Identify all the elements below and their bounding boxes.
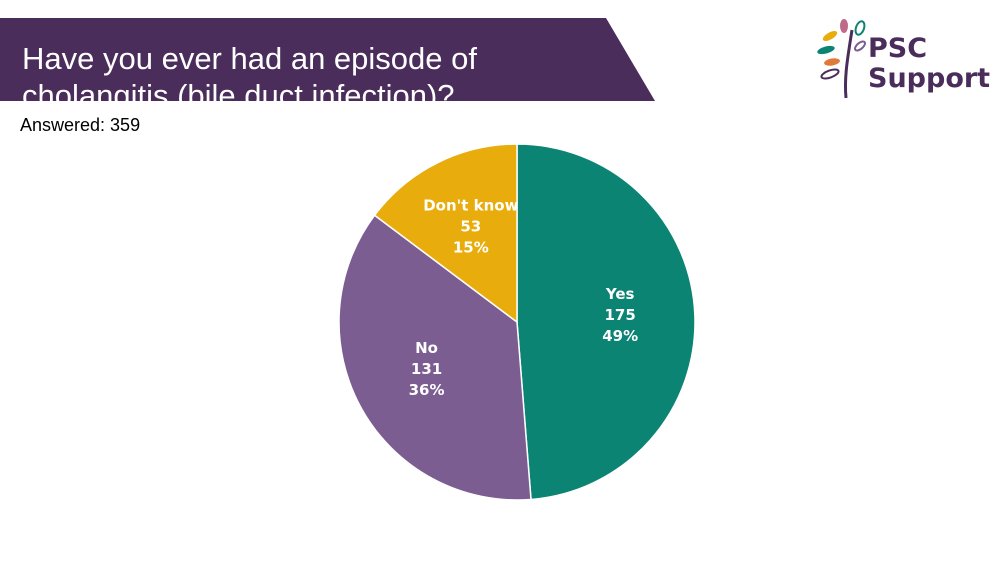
answered-count: Answered: 359 [20, 115, 141, 135]
logo-line-1: PSC [868, 33, 928, 64]
slice-label-don-t-know: Don't know 53 15% [423, 197, 518, 257]
pie-chart: Yes 175 49% No 131 36% Don't know 53 15% [338, 143, 696, 501]
title-line-1: Have you ever had an episode of [22, 41, 477, 76]
psc-support-logo: PSC Support [808, 16, 990, 101]
logo-line-2: Support [868, 63, 991, 94]
page-title: Have you ever had an episode of cholangi… [22, 40, 622, 114]
title-banner: Have you ever had an episode of cholangi… [0, 18, 655, 113]
pie-slice-don-t-know [373, 143, 518, 324]
tree-leaves-icon [817, 19, 866, 99]
title-line-2: cholangitis (bile duct infection)? [22, 78, 455, 113]
pie-slice-no [338, 214, 532, 501]
logo-text: PSC Support [868, 34, 990, 94]
pie-slice-yes [516, 143, 696, 501]
slice-label-yes: Yes 175 49% [602, 285, 638, 345]
title-banner-shape [0, 18, 655, 101]
slice-label-no: No 131 36% [409, 339, 445, 399]
